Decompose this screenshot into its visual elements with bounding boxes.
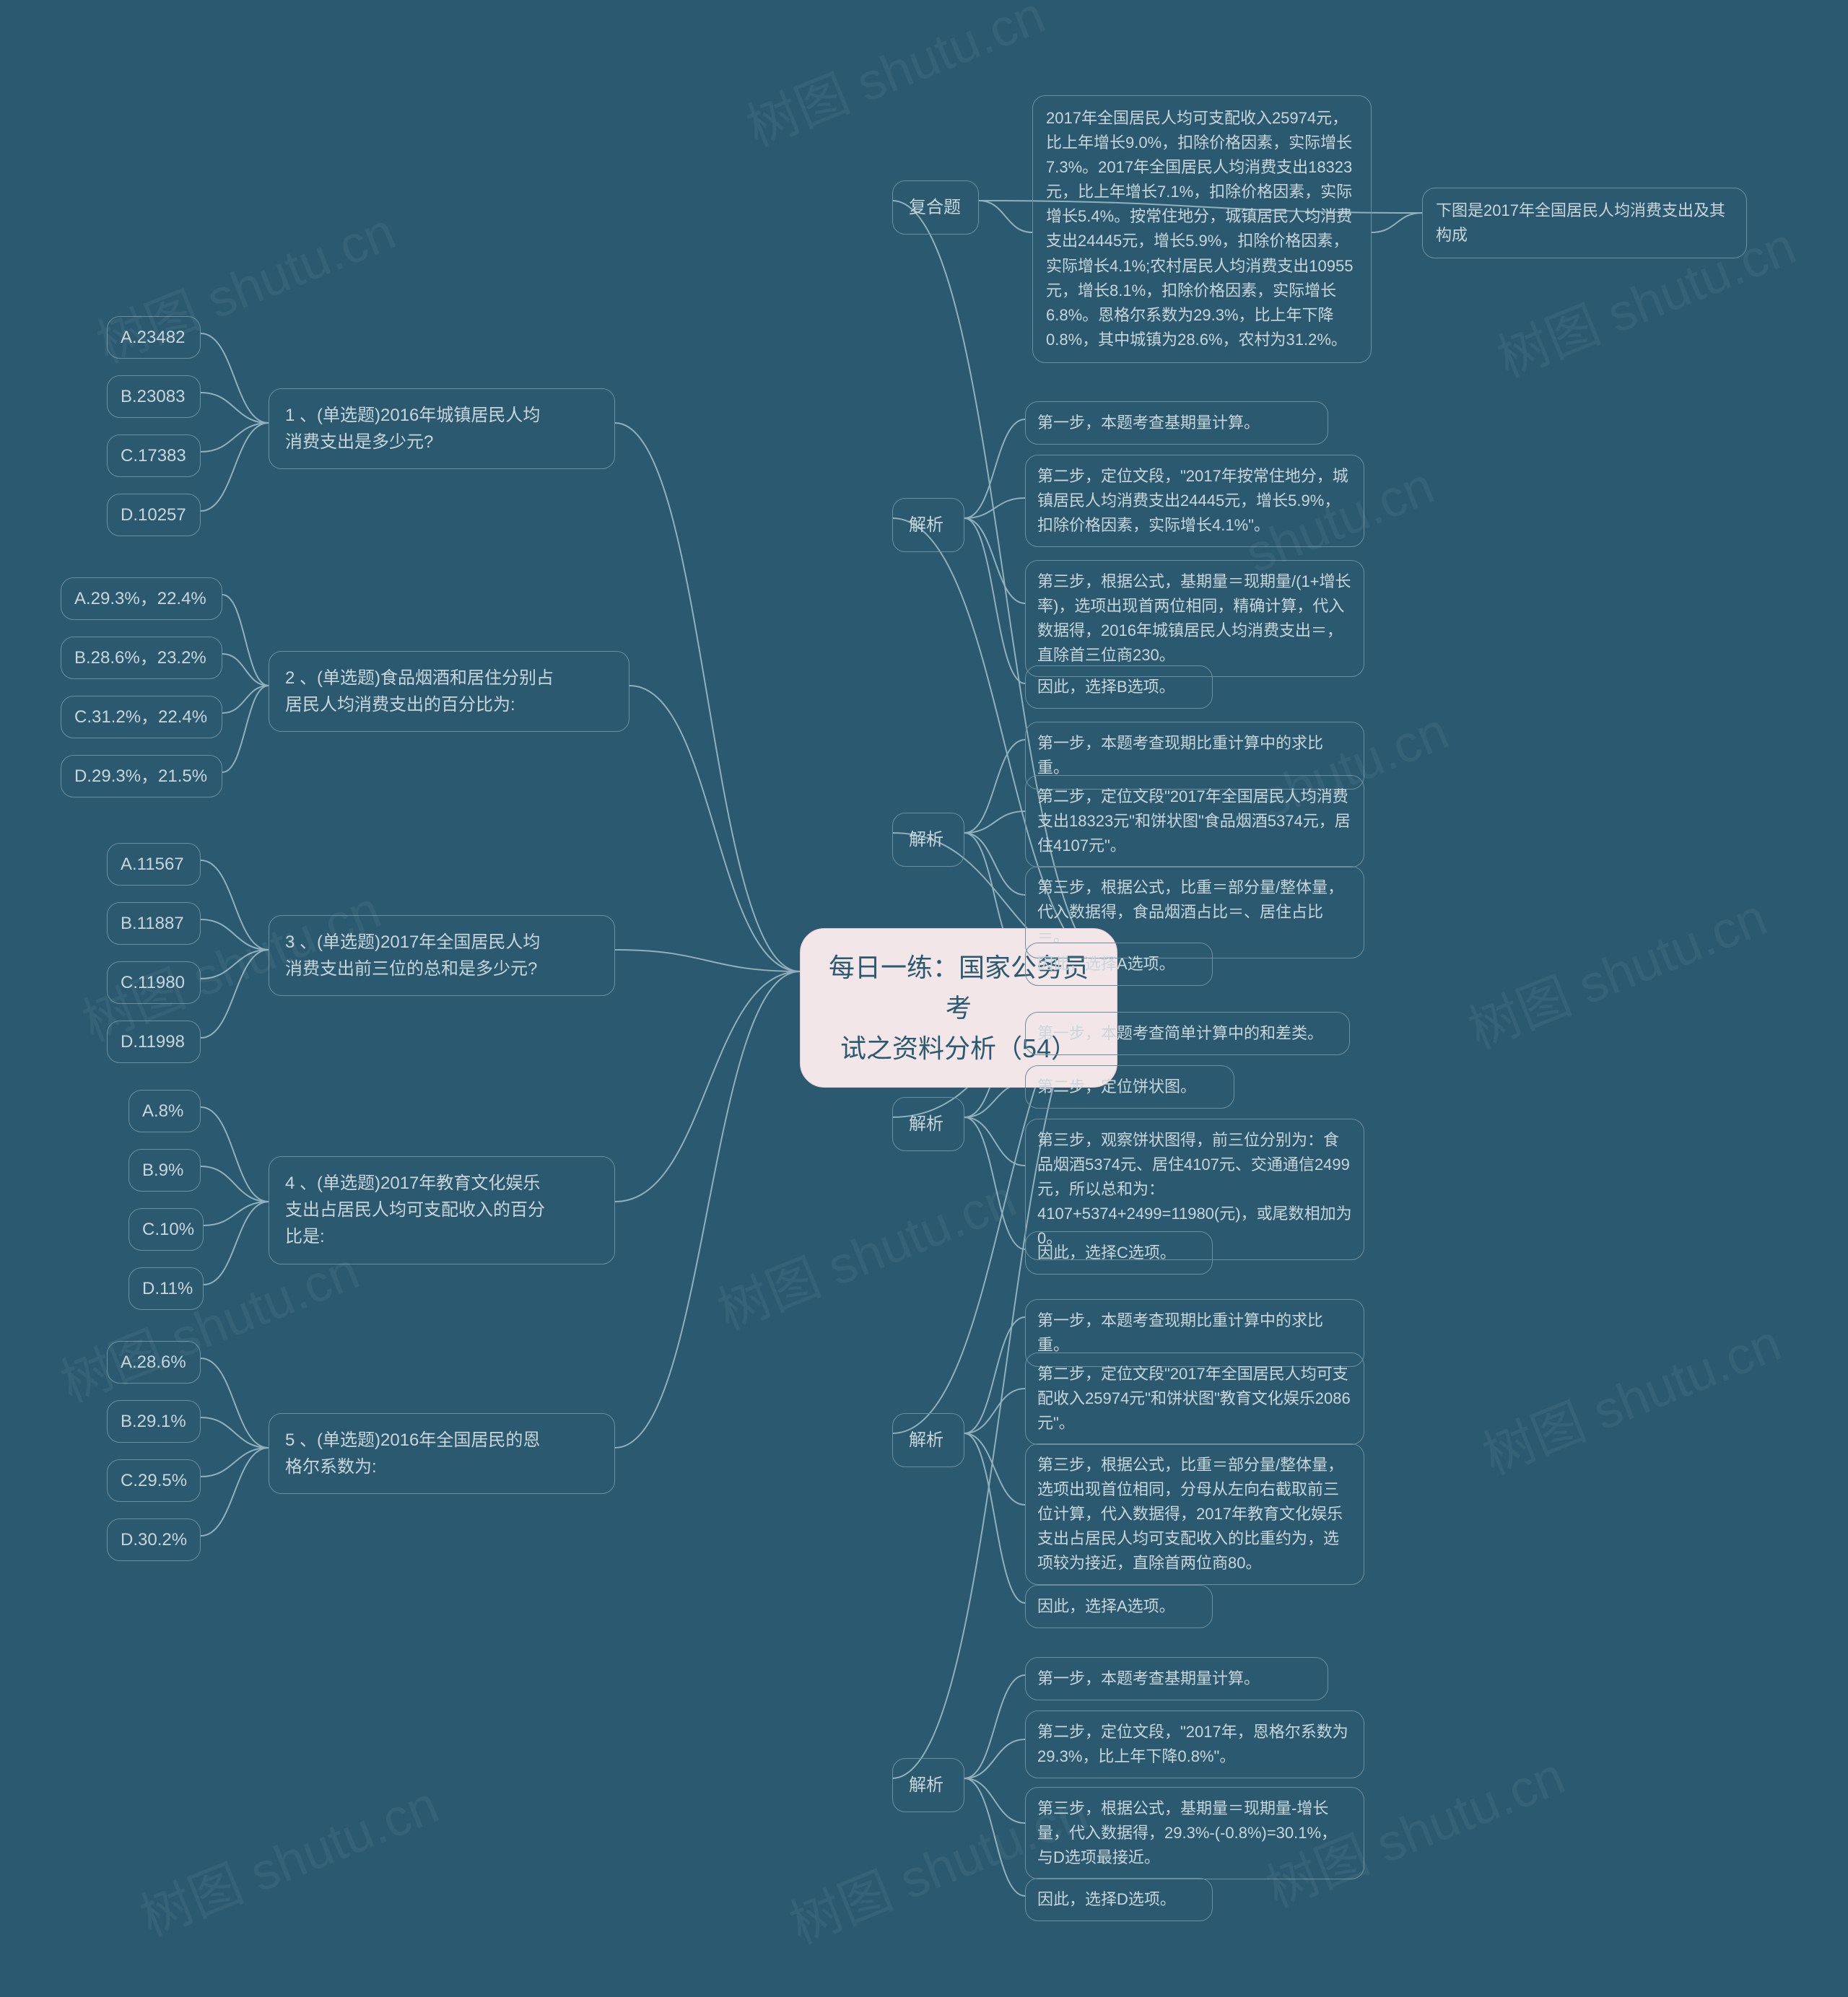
option-q4-c: C.10% — [128, 1208, 204, 1251]
watermark: 树图 shutu.cn — [1470, 1301, 1790, 1489]
option-q5-c: C.29.5% — [107, 1459, 201, 1502]
option-q1-c: C.17383 — [107, 434, 201, 477]
q-label: 居民人均消费支出的百分比为: — [285, 695, 515, 715]
an4-label: 解析 — [892, 1413, 964, 1467]
option-q5-d: D.30.2% — [107, 1518, 201, 1561]
option-q3-a: A.11567 — [107, 843, 201, 886]
option-q2-b: B.28.6%，23.2% — [61, 637, 222, 679]
fh_body: 2017年全国居民人均可支配收入25974元，比上年增长9.0%，扣除价格因素，… — [1032, 95, 1372, 363]
q-label: 1 、(单选题)2016年城镇居民人均 — [285, 406, 540, 425]
an2-label: 解析 — [892, 813, 964, 867]
fh_fig: 下图是2017年全国居民人均消费支出及其构成 — [1422, 188, 1747, 258]
q-label: 2 、(单选题)食品烟酒和居住分别占 — [285, 668, 554, 688]
option-q2-c: C.31.2%，22.4% — [61, 696, 222, 738]
an5_4: 因此，选择D选项。 — [1025, 1878, 1213, 1921]
an2_2: 第二步，定位文段"2017年全国居民人均消费支出18323元"和饼状图"食品烟酒… — [1025, 775, 1364, 868]
option-q3-b: B.11887 — [107, 902, 201, 945]
question-4: 4 、(单选题)2017年教育文化娱乐支出占居民人均可支配收入的百分比是: — [269, 1156, 615, 1264]
q-label: 比是: — [285, 1227, 325, 1246]
fuheti-label: 复合题 — [892, 180, 979, 235]
q-label: 消费支出前三位的总和是多少元? — [285, 959, 537, 979]
an3_1: 第一步，本题考查简单计算中的和差类。 — [1025, 1012, 1350, 1055]
q-label: 消费支出是多少元? — [285, 432, 433, 452]
an5-label: 解析 — [892, 1758, 964, 1812]
an5_2: 第二步，定位文段，"2017年，恩格尔系数为29.3%，比上年下降0.8%"。 — [1025, 1710, 1364, 1778]
an4_3: 第三步，根据公式，比重＝部分量/整体量，选项出现首位相同，分母从左向右截取前三位… — [1025, 1443, 1364, 1585]
an4_4: 因此，选择A选项。 — [1025, 1585, 1213, 1628]
an1_3: 第三步，根据公式，基期量＝现期量/(1+增长率)，选项出现首两位相同，精确计算，… — [1025, 560, 1364, 677]
q-label: 格尔系数为: — [285, 1457, 377, 1477]
option-q4-a: A.8% — [128, 1090, 201, 1132]
q-label: 支出占居民人均可支配收入的百分 — [285, 1200, 545, 1220]
option-q2-d: D.29.3%，21.5% — [61, 755, 222, 798]
option-q3-d: D.11998 — [107, 1021, 201, 1063]
option-q3-c: C.11980 — [107, 961, 201, 1004]
an5_1: 第一步，本题考查基期量计算。 — [1025, 1657, 1328, 1700]
option-q5-a: A.28.6% — [107, 1341, 201, 1384]
an4_2: 第二步，定位文段"2017年全国居民人均可支配收入25974元"和饼状图"教育文… — [1025, 1353, 1364, 1445]
question-3: 3 、(单选题)2017年全国居民人均消费支出前三位的总和是多少元? — [269, 915, 615, 996]
an2_4: 因此，选择A选项。 — [1025, 943, 1213, 986]
an1_1: 第一步，本题考查基期量计算。 — [1025, 401, 1328, 445]
an1_2: 第二步，定位文段，"2017年按常住地分，城镇居民人均消费支出24445元，增长… — [1025, 455, 1364, 547]
question-2: 2 、(单选题)食品烟酒和居住分别占居民人均消费支出的百分比为: — [269, 651, 629, 732]
q-label: 5 、(单选题)2016年全国居民的恩 — [285, 1430, 540, 1450]
an3-label: 解析 — [892, 1097, 964, 1151]
question-1: 1 、(单选题)2016年城镇居民人均消费支出是多少元? — [269, 388, 615, 469]
option-q4-d: D.11% — [128, 1267, 204, 1310]
option-q5-b: B.29.1% — [107, 1400, 201, 1443]
option-q1-d: D.10257 — [107, 494, 201, 536]
watermark: 树图 shutu.cn — [733, 0, 1054, 161]
watermark: 树图 shutu.cn — [705, 1156, 1025, 1345]
watermark: 树图 shutu.cn — [127, 1762, 448, 1951]
option-q1-b: B.23083 — [107, 375, 201, 418]
option-q1-a: A.23482 — [107, 316, 201, 359]
an3_4: 因此，选择C选项。 — [1025, 1231, 1213, 1275]
an1_4: 因此，选择B选项。 — [1025, 665, 1213, 709]
q-label: 3 、(单选题)2017年全国居民人均 — [285, 932, 540, 952]
an3_2: 第二步，定位饼状图。 — [1025, 1065, 1234, 1109]
question-5: 5 、(单选题)2016年全国居民的恩格尔系数为: — [269, 1413, 615, 1494]
an1-label: 解析 — [892, 498, 964, 552]
watermark: 树图 shutu.cn — [1455, 875, 1776, 1063]
option-q2-a: A.29.3%，22.4% — [61, 577, 222, 620]
q-label: 4 、(单选题)2017年教育文化娱乐 — [285, 1174, 540, 1193]
option-q4-b: B.9% — [128, 1149, 201, 1192]
an5_3: 第三步，根据公式，基期量＝现期量-增长量，代入数据得，29.3%-(-0.8%)… — [1025, 1787, 1364, 1879]
